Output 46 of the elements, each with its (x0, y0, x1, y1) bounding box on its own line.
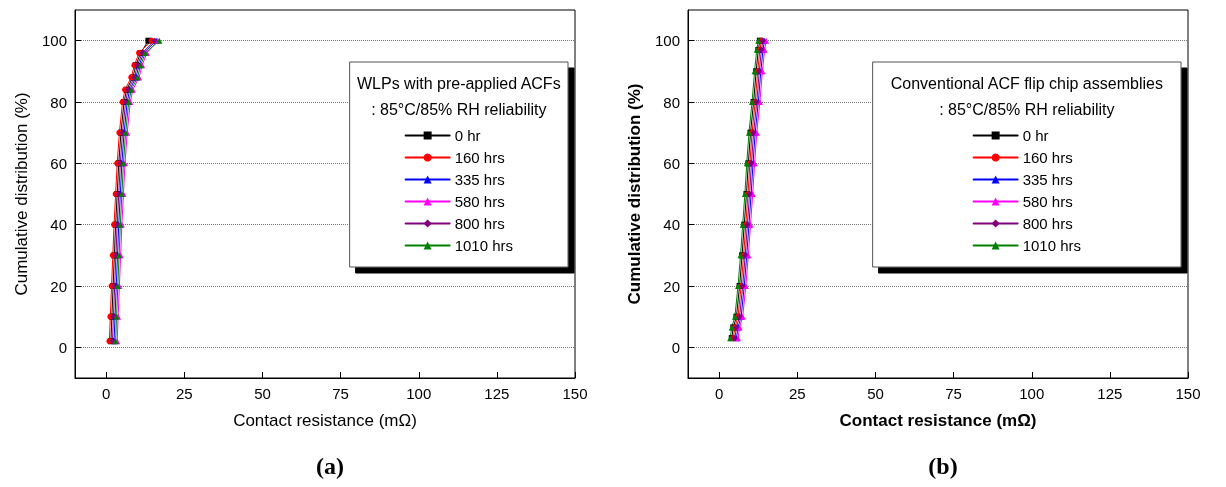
x-tick-label: 25 (176, 385, 193, 402)
x-tick-label: 50 (867, 385, 884, 402)
legend-label: 335 hrs (454, 171, 505, 188)
y-tick-label: 60 (50, 154, 67, 172)
y-tick-label: 0 (58, 338, 67, 356)
y-tick-label: 40 (50, 216, 67, 234)
legend-label: 800 hrs (454, 215, 505, 232)
legend-label: 580 hrs (1022, 193, 1073, 210)
x-tick-label: 150 (562, 385, 588, 402)
legend-label: 1010 hrs (454, 237, 513, 254)
x-axis-title: Contact resistance (mΩ) (233, 411, 417, 430)
x-tick-label: 125 (484, 385, 510, 402)
legend-label: 580 hrs (454, 193, 505, 210)
y-tick-label: 100 (654, 32, 680, 50)
legend-label: 160 hrs (1022, 149, 1073, 166)
legend-title: WLPs with pre-applied ACFs : 85°C/85% RH reliability (356, 75, 561, 118)
x-axis-title: Contact resistance (mΩ) (839, 411, 1037, 430)
text: (a) (316, 453, 344, 479)
x-tick-label: 100 (1019, 385, 1045, 402)
y-tick-label: 60 (663, 154, 680, 172)
x-tick-label: 50 (254, 385, 271, 402)
legend-label: 800 hrs (1022, 215, 1073, 232)
x-tick-label: 0 (715, 385, 724, 402)
x-tick-label: 100 (406, 385, 432, 402)
legend-label: 0 hr (1022, 127, 1049, 144)
x-tick-label: 125 (1097, 385, 1123, 402)
y-tick-label: 20 (663, 277, 680, 295)
x-tick-label: 0 (102, 385, 111, 402)
y-tick-label: 20 (50, 277, 67, 295)
x-tick-label: 150 (1175, 385, 1201, 402)
x-tick-label: 75 (945, 385, 962, 402)
y-tick-label: 0 (671, 338, 680, 356)
legend-title: Conventional ACF flip chip assemblies : 85°C/85% RH reliability (890, 75, 1163, 118)
legend-label: 0 hr (454, 127, 481, 144)
y-tick-label: 80 (50, 93, 67, 111)
legend-label: 160 hrs (454, 149, 505, 166)
y-tick-label: 40 (663, 216, 680, 234)
x-tick-label: 75 (332, 385, 349, 402)
y-tick-label: 100 (41, 32, 67, 50)
y-axis-title: Cumulative distribution (%) (625, 83, 644, 305)
legend-label: 1010 hrs (1022, 237, 1081, 254)
y-axis-title: Cumulative distribution (%) (12, 92, 31, 296)
legend-label: 335 hrs (1022, 171, 1073, 188)
text: (b) (928, 453, 958, 479)
x-tick-label: 25 (789, 385, 806, 402)
y-tick-label: 80 (663, 93, 680, 111)
